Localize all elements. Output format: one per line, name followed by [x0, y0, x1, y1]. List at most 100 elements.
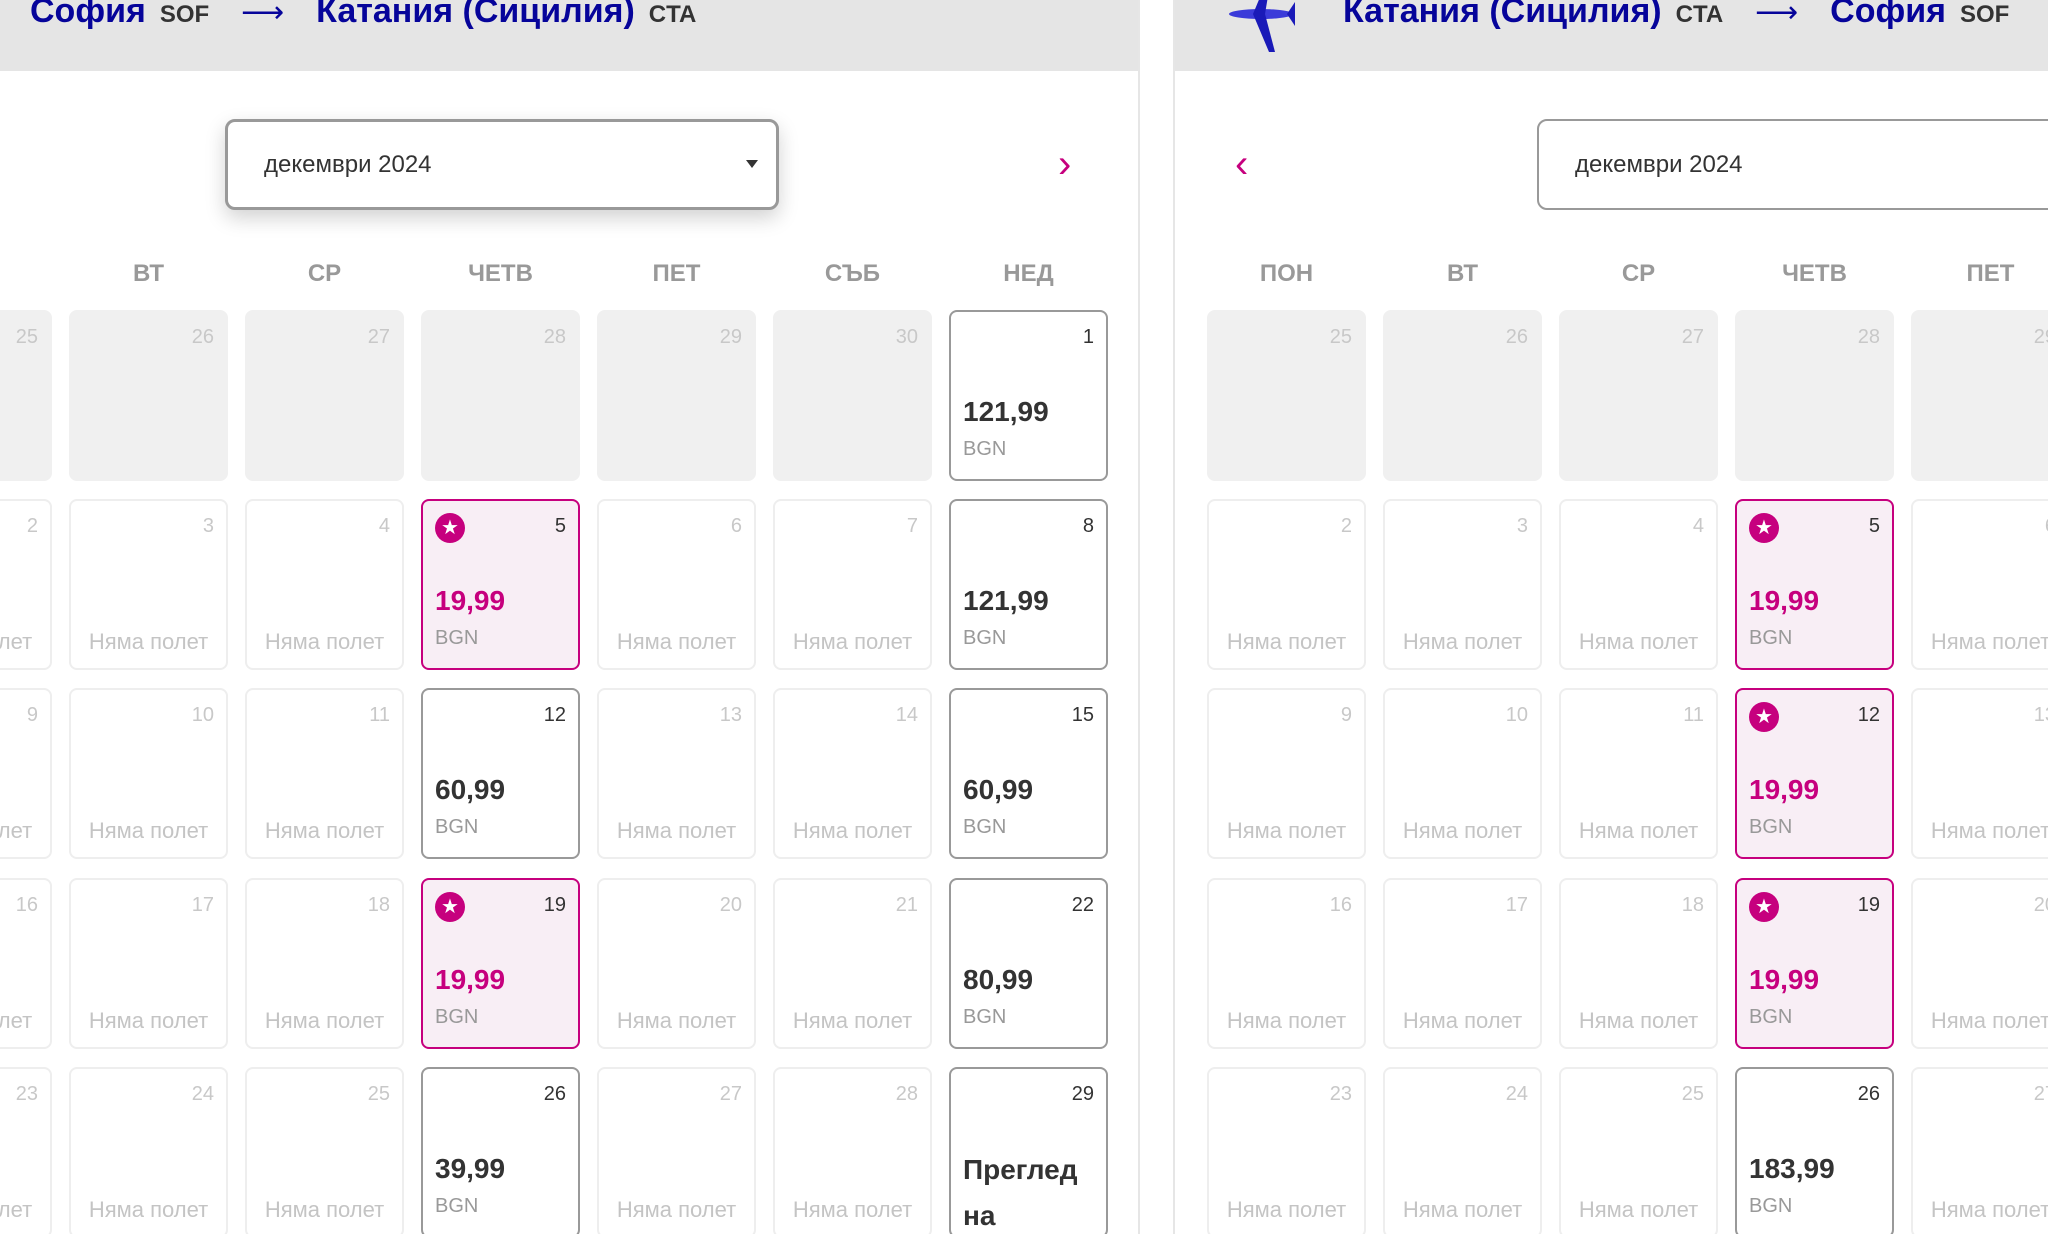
day-number: 5 — [1868, 515, 1880, 537]
calendar-day-cell[interactable]: 12 ★ 19,99 BGN — [1735, 688, 1894, 859]
calendar-day-cell: 10 Няма полет — [1383, 688, 1542, 859]
no-flight-label: Няма полет — [1930, 818, 2048, 843]
from-code: CTA — [1675, 1, 1724, 28]
day-number: 23 — [1329, 1083, 1352, 1105]
calendar-day-cell: 9 Няма полет — [0, 688, 52, 859]
calendar-day-cell[interactable]: 8 121,99 BGN — [949, 499, 1108, 670]
calendar-day-cell[interactable]: 1 121,99 BGN — [949, 310, 1108, 481]
calendar-day-cell: 18 Няма полет — [245, 878, 404, 1049]
star-badge-icon: ★ — [435, 892, 465, 922]
day-number: 13 — [719, 704, 742, 726]
day-number: 26 — [1857, 1083, 1880, 1105]
no-flight-label: Няма полет — [0, 629, 33, 654]
outbound-header: София SOF ⟶ Катания (Сицилия) CTA — [0, 0, 1138, 71]
day-number: 22 — [1071, 894, 1094, 916]
from-city: София — [30, 0, 146, 30]
fare-currency: BGN — [435, 816, 479, 838]
prev-month-button[interactable]: ‹ — [1235, 142, 1249, 186]
route-arrow-icon: ⟶ — [1755, 0, 1799, 29]
calendar-day-cell[interactable]: 5 ★ 19,99 BGN — [421, 499, 580, 670]
no-flight-label: Няма полет — [1226, 1197, 1347, 1222]
calendar-day-cell: 29 — [597, 310, 756, 481]
fare-currency: BGN — [963, 627, 1007, 649]
calendar-day-cell[interactable]: 26 39,99 BGN — [421, 1067, 580, 1234]
no-flight-label: Няма полет — [792, 818, 913, 843]
calendar-day-cell: 24 Няма полет — [1383, 1067, 1542, 1234]
next-month-button[interactable]: › — [1058, 142, 1072, 186]
calendar-day-cell: 25 — [1207, 310, 1366, 481]
calendar-day-cell: 26 — [1383, 310, 1542, 481]
day-number: 30 — [895, 326, 918, 348]
day-number: 27 — [2033, 1083, 2048, 1105]
day-number: 18 — [1681, 894, 1704, 916]
fare-currency: BGN — [1749, 1006, 1793, 1028]
calendar-day-cell[interactable]: 12 60,99 BGN — [421, 688, 580, 859]
no-flight-label: Няма полет — [1930, 629, 2048, 654]
day-number: 21 — [895, 894, 918, 916]
day-number: 25 — [367, 1083, 390, 1105]
calendar-day-cell: 25 Няма полет — [245, 1067, 404, 1234]
day-number: 6 — [2045, 515, 2048, 538]
calendar-day-cell: 26 — [69, 310, 228, 481]
no-flight-label: Няма полет — [616, 1008, 737, 1033]
calendar-day-cell: 23 Няма полет — [0, 1067, 52, 1234]
day-number: 11 — [1683, 704, 1704, 726]
calendar-day-cell: 27 — [245, 310, 404, 481]
day-number: 25 — [1681, 1083, 1704, 1105]
star-badge-icon: ★ — [1749, 513, 1779, 543]
day-number: 9 — [1340, 704, 1352, 726]
calendar-day-cell: 20 Няма полет — [597, 878, 756, 1049]
calendar-day-cell: 4 Няма полет — [245, 499, 404, 670]
no-flight-label: Няма полет — [1402, 1008, 1523, 1033]
day-number: 16 — [15, 894, 38, 916]
fare-price: 80,99 — [963, 964, 1034, 995]
day-number: 28 — [543, 326, 566, 348]
calendar-day-cell: 17 Няма полет — [1383, 878, 1542, 1049]
day-number: 24 — [191, 1083, 214, 1105]
weekday-label: ПЕТ — [1966, 260, 2015, 287]
calendar-day-cell: 28 Няма полет — [773, 1067, 932, 1234]
day-number: 20 — [719, 894, 742, 916]
no-flight-label: Няма полет — [1578, 629, 1699, 654]
calendar-day-cell: 23 Няма полет — [1207, 1067, 1366, 1234]
calendar-day-cell[interactable]: 19 ★ 19,99 BGN — [421, 878, 580, 1049]
calendar-day-cell[interactable]: 22 80,99 BGN — [949, 878, 1108, 1049]
calendar-day-cell: 6 Няма полет — [597, 499, 756, 670]
calendar-day-cell[interactable]: 15 60,99 BGN — [949, 688, 1108, 859]
fare-price: 39,99 — [435, 1153, 506, 1184]
day-number: 11 — [369, 704, 390, 726]
calendar-day-cell: 13 Няма полет — [1911, 688, 2048, 859]
calendar-day-cell: 3 Няма полет — [1383, 499, 1542, 670]
day-number: 1 — [1082, 326, 1094, 348]
weekday-label: ПОН — [0, 260, 52, 288]
weekday-label: СР — [307, 260, 342, 287]
calendar-day-cell[interactable]: 19 ★ 19,99 BGN — [1735, 878, 1894, 1049]
no-flight-label: Няма полет — [1930, 1197, 2048, 1222]
no-flight-label: Няма полет — [1578, 1197, 1699, 1222]
star-badge-icon: ★ — [1749, 892, 1779, 922]
no-flight-label: Няма полет — [1226, 818, 1347, 843]
no-flight-label: Няма полет — [1402, 1197, 1523, 1222]
no-flight-label: Няма полет — [792, 1008, 913, 1033]
calendar-day-cell: 27 Няма полет — [1911, 1067, 2048, 1234]
weekday-label: ЧЕТВ — [468, 260, 533, 287]
day-number: 19 — [543, 894, 566, 916]
view-label: Преглед на — [963, 1154, 1078, 1231]
calendar-day-cell[interactable]: 5 ★ 19,99 BGN — [1735, 499, 1894, 670]
no-flight-label: Няма полет — [88, 818, 209, 843]
day-number: 12 — [1857, 704, 1880, 726]
calendar-day-cell: 16 Няма полет — [1207, 878, 1366, 1049]
no-flight-label: Няма полет — [616, 629, 737, 654]
route: София SOF ⟶ Катания (Сицилия) CTA — [30, 0, 714, 31]
month-select[interactable]: декември 2024 — [1537, 119, 2048, 210]
calendar-day-cell: 9 Няма полет — [1207, 688, 1366, 859]
route: Катания (Сицилия) CTA ⟶ София SOF — [1343, 0, 2027, 31]
calendar-day-cell[interactable]: 26 183,99 BGN — [1735, 1067, 1894, 1234]
day-number: 24 — [1505, 1083, 1528, 1105]
calendar-day-cell[interactable]: 29 Преглед на — [949, 1067, 1108, 1234]
no-flight-label: Няма полет — [616, 818, 737, 843]
calendar-day-cell: 18 Няма полет — [1559, 878, 1718, 1049]
month-select[interactable]: декември 2024 — [225, 119, 779, 210]
fare-price: 19,99 — [1749, 585, 1820, 616]
fare-price: 121,99 — [963, 396, 1049, 427]
